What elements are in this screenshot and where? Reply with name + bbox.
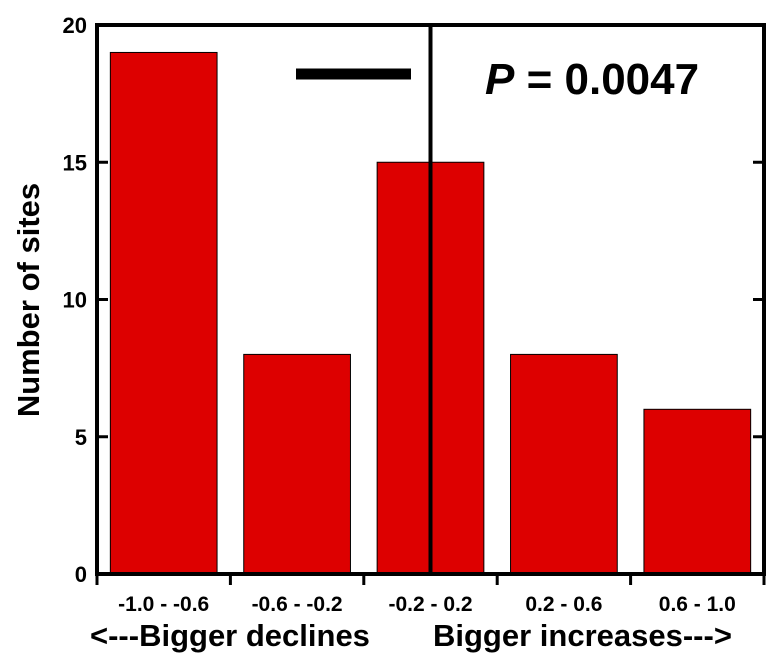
x-tick-label: 0.2 - 0.6 xyxy=(525,593,602,616)
x-axis-label-right: Bigger increases---> xyxy=(433,618,732,653)
bar-5 xyxy=(643,408,752,575)
bar-4 xyxy=(510,353,618,575)
y-tick-label: 20 xyxy=(63,13,87,38)
x-tick-label: -0.6 - -0.2 xyxy=(252,593,343,616)
y-tick-label: 0 xyxy=(75,562,87,587)
x-axis-ticks: -1.0 - -0.6 -0.6 - -0.2 -0.2 - 0.2 0.2 - 0.… xyxy=(95,574,766,616)
p-value-text: = 0.0047 xyxy=(514,55,699,104)
y-tick-label: 15 xyxy=(63,150,87,175)
x-tick-label: -1.0 - -0.6 xyxy=(118,593,209,616)
x-tick-label: -0.2 - 0.2 xyxy=(388,593,472,616)
bar-1 xyxy=(109,51,218,575)
p-letter: P xyxy=(485,55,515,104)
p-value-annotation: P = 0.0047 xyxy=(485,55,699,104)
y-tick-label: 5 xyxy=(75,425,87,450)
bar-2 xyxy=(243,353,351,575)
y-axis-label: Number of sites xyxy=(11,183,46,417)
x-tick-label: 0.6 - 1.0 xyxy=(659,593,736,616)
y-axis-ticks: 0 5 10 15 20 xyxy=(63,13,764,587)
x-axis-label-left: <---Bigger declines xyxy=(90,618,370,653)
y-tick-label: 10 xyxy=(63,288,87,313)
